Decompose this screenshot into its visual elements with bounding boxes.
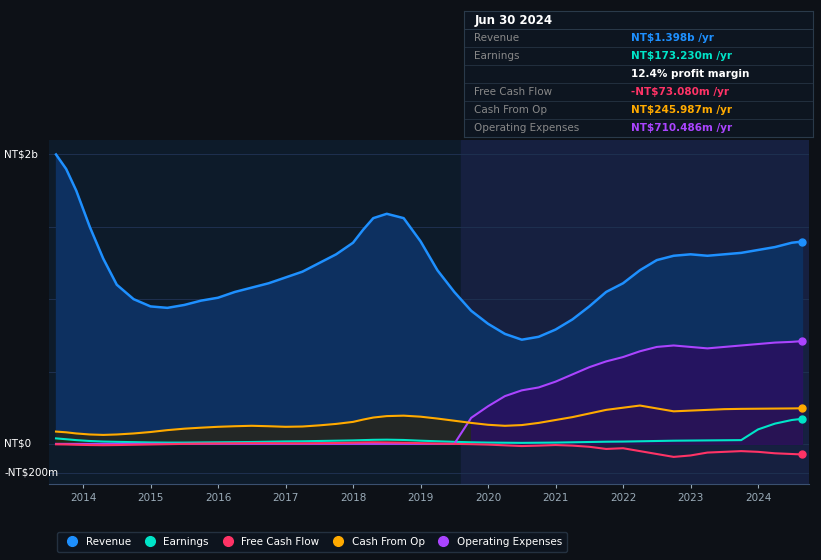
Text: Jun 30 2024: Jun 30 2024	[475, 13, 553, 27]
Text: 12.4% profit margin: 12.4% profit margin	[631, 69, 750, 79]
Text: NT$245.987m /yr: NT$245.987m /yr	[631, 105, 732, 115]
Text: NT$2b: NT$2b	[4, 150, 38, 160]
Text: NT$710.486m /yr: NT$710.486m /yr	[631, 123, 732, 133]
Text: NT$1.398b /yr: NT$1.398b /yr	[631, 33, 714, 43]
Text: Cash From Op: Cash From Op	[475, 105, 548, 115]
Bar	[461, 140, 821, 484]
Text: -NT$200m: -NT$200m	[4, 468, 58, 478]
Text: NT$0: NT$0	[4, 439, 31, 449]
Text: Revenue: Revenue	[475, 33, 520, 43]
Text: Free Cash Flow: Free Cash Flow	[475, 87, 553, 97]
Text: NT$173.230m /yr: NT$173.230m /yr	[631, 51, 732, 61]
Legend: Revenue, Earnings, Free Cash Flow, Cash From Op, Operating Expenses: Revenue, Earnings, Free Cash Flow, Cash …	[57, 531, 567, 552]
Text: Operating Expenses: Operating Expenses	[475, 123, 580, 133]
Text: -NT$73.080m /yr: -NT$73.080m /yr	[631, 87, 729, 97]
Text: Earnings: Earnings	[475, 51, 520, 61]
